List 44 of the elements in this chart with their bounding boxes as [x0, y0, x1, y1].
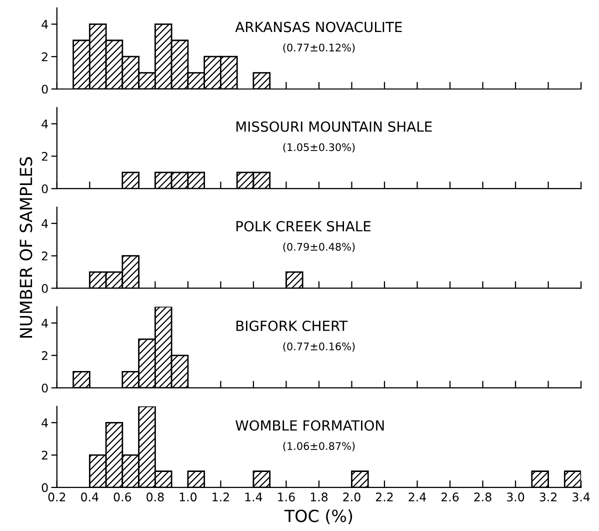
y-tick-label: 4 — [42, 20, 48, 29]
text: POLK CREEK SHALE — [236, 220, 370, 232]
y-tick-label: 0 — [42, 284, 48, 293]
text: (0.79±0.48%) — [283, 242, 355, 252]
y-tick-label: 2 — [42, 52, 48, 62]
x-tick-label: 2.0 — [343, 492, 360, 502]
x-tick-label: 1.4 — [245, 492, 262, 502]
x-tick-label: 1.2 — [212, 492, 229, 502]
y-tick-label: 2 — [42, 252, 48, 260]
y-tick-label: 4 — [42, 318, 48, 328]
y-tick-label: 4 — [42, 120, 48, 128]
y-tick-label: 0 — [42, 184, 48, 194]
text: (1.06±0.87%) — [283, 442, 355, 452]
y-tick-label: 2 — [42, 351, 48, 360]
x-tick-label: 0.6 — [114, 492, 132, 502]
x-tick-label: 0.4 — [81, 492, 98, 502]
y-tick-label: 0 — [42, 483, 48, 492]
x-tick-label: 2.2 — [376, 492, 393, 502]
y-tick-label: 4 — [42, 219, 48, 228]
y-tick-label: 0 — [42, 384, 48, 392]
x-tick-label: 0.2 — [48, 492, 66, 502]
text: MISSOURI MOUNTAIN SHALE — [236, 121, 432, 132]
x-tick-label: 2.4 — [408, 492, 426, 502]
y-tick-label: 2 — [42, 152, 48, 161]
y-tick-label: 4 — [42, 418, 48, 428]
x-tick-label: 0.8 — [146, 492, 164, 502]
text: (0.77±0.16%) — [283, 342, 355, 352]
y-axis-title: NUMBER OF SAMPLES — [20, 157, 32, 338]
x-tick-label: 2.6 — [441, 492, 459, 502]
x-tick-label: 3.4 — [572, 492, 590, 502]
x-tick-label: 3.2 — [540, 492, 556, 502]
x-tick-label: 1.8 — [310, 492, 328, 502]
x-tick-label: 2.8 — [474, 492, 492, 502]
y-tick-label: 0 — [42, 84, 48, 94]
x-axis-title: TOC (%) — [284, 509, 352, 524]
x-tick-label: 3.0 — [507, 492, 524, 502]
text: (1.05±0.30%) — [283, 143, 355, 152]
x-tick-label: 1.0 — [180, 492, 197, 502]
y-tick-label: 2 — [42, 450, 48, 460]
text: BIGFORK CHERT — [236, 320, 348, 332]
text: WOMBLE FORMATION — [236, 420, 384, 431]
x-tick-label: 1.6 — [278, 492, 295, 502]
text: (0.77±0.12%) — [283, 43, 355, 53]
text: ARKANSAS NOVACULITE — [235, 22, 402, 32]
